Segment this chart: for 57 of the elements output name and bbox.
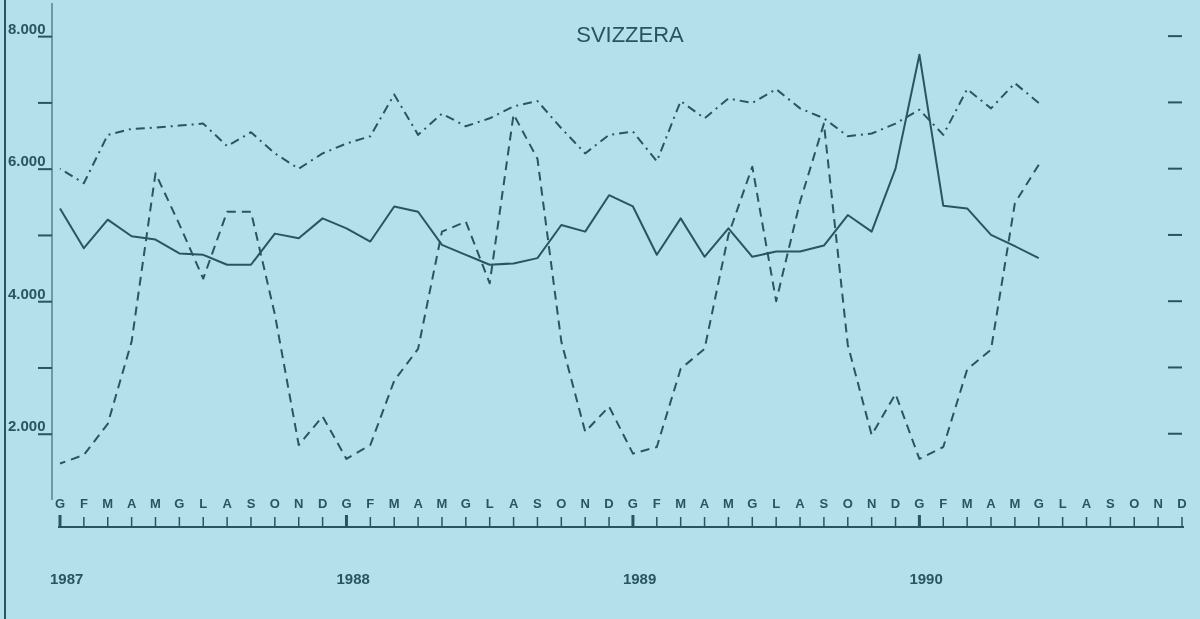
- x-tick-label: G: [460, 496, 471, 511]
- y-tick-label: 8.000: [8, 19, 46, 37]
- x-tick-label: A: [795, 496, 806, 511]
- x-tick-label: N: [294, 496, 304, 511]
- x-tick-label: L: [1058, 496, 1067, 511]
- text: 1988: [336, 570, 370, 587]
- x-tick-label: S: [1106, 496, 1116, 511]
- x-tick-label: M: [436, 496, 448, 511]
- x-tick-label: G: [174, 496, 185, 511]
- text: 1989: [622, 570, 657, 587]
- x-tick-label: F: [366, 496, 375, 511]
- x-tick-label: F: [652, 496, 661, 511]
- x-tick-label: L: [199, 496, 208, 511]
- y-tick-label: 6.000: [8, 152, 46, 170]
- x-tick-label: N: [866, 496, 877, 511]
- text: 1990: [909, 570, 943, 587]
- x-tick-label: A: [413, 496, 424, 511]
- x-tick-label: M: [723, 496, 734, 511]
- x-tick-label: O: [842, 496, 853, 511]
- x-tick-label: M: [150, 496, 161, 511]
- y-tick-label: 2.000: [8, 417, 46, 435]
- x-tick-label: A: [126, 496, 137, 511]
- x-tick-label: N: [1153, 496, 1163, 511]
- x-tick-label: G: [1033, 496, 1044, 511]
- x-tick-label: M: [388, 496, 400, 511]
- text: 1987: [50, 570, 84, 587]
- x-tick-label: M: [102, 496, 114, 511]
- x-tick-label: A: [222, 496, 233, 511]
- x-tick-label: M: [961, 496, 973, 511]
- x-tick-label: M: [675, 496, 687, 511]
- x-tick-label: G: [627, 496, 638, 511]
- x-tick-label: N: [580, 496, 590, 511]
- x-tick-label: S: [533, 496, 543, 511]
- x-tick-label: A: [508, 496, 519, 511]
- x-tick-label: G: [914, 496, 925, 511]
- x-tick-label: M: [1009, 496, 1021, 511]
- x-tick-label: O: [269, 496, 280, 511]
- x-tick-label: O: [556, 496, 567, 511]
- y-tick-label: 4.000: [8, 284, 46, 302]
- x-tick-label: G: [747, 496, 758, 511]
- x-tick-label: S: [246, 496, 256, 511]
- x-tick-label: D: [1177, 496, 1187, 511]
- x-tick-label: O: [1129, 496, 1140, 511]
- x-tick-label: D: [604, 496, 614, 511]
- x-tick-label: F: [939, 496, 948, 511]
- x-tick-label: S: [819, 496, 829, 511]
- x-tick-label: A: [986, 496, 997, 511]
- x-tick-label: F: [79, 496, 88, 511]
- x-tick-label: G: [341, 496, 352, 511]
- x-tick-label: L: [485, 496, 494, 511]
- text: SVIZZERA: [576, 22, 685, 47]
- x-tick-label: A: [1081, 496, 1092, 511]
- x-tick-label: L: [772, 496, 781, 511]
- x-tick-label: A: [699, 496, 710, 511]
- x-tick-label: D: [890, 496, 901, 511]
- x-tick-label: G: [54, 496, 66, 511]
- x-tick-label: D: [317, 496, 328, 511]
